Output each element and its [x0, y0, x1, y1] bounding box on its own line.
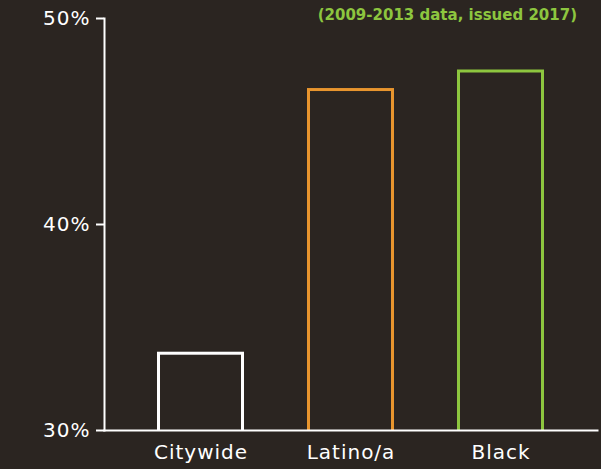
- svg-text:30%: 30%: [43, 418, 90, 442]
- svg-text:50%: 50%: [43, 6, 90, 30]
- svg-text:Citywide: Citywide: [154, 440, 248, 464]
- svg-text:40%: 40%: [43, 212, 90, 236]
- svg-text:Black: Black: [471, 440, 530, 464]
- svg-text:Latino/a: Latino/a: [307, 440, 396, 464]
- html-text:(2009-2013 data, issued 2017): (2009-2013 data, issued 2017): [317, 6, 577, 24]
